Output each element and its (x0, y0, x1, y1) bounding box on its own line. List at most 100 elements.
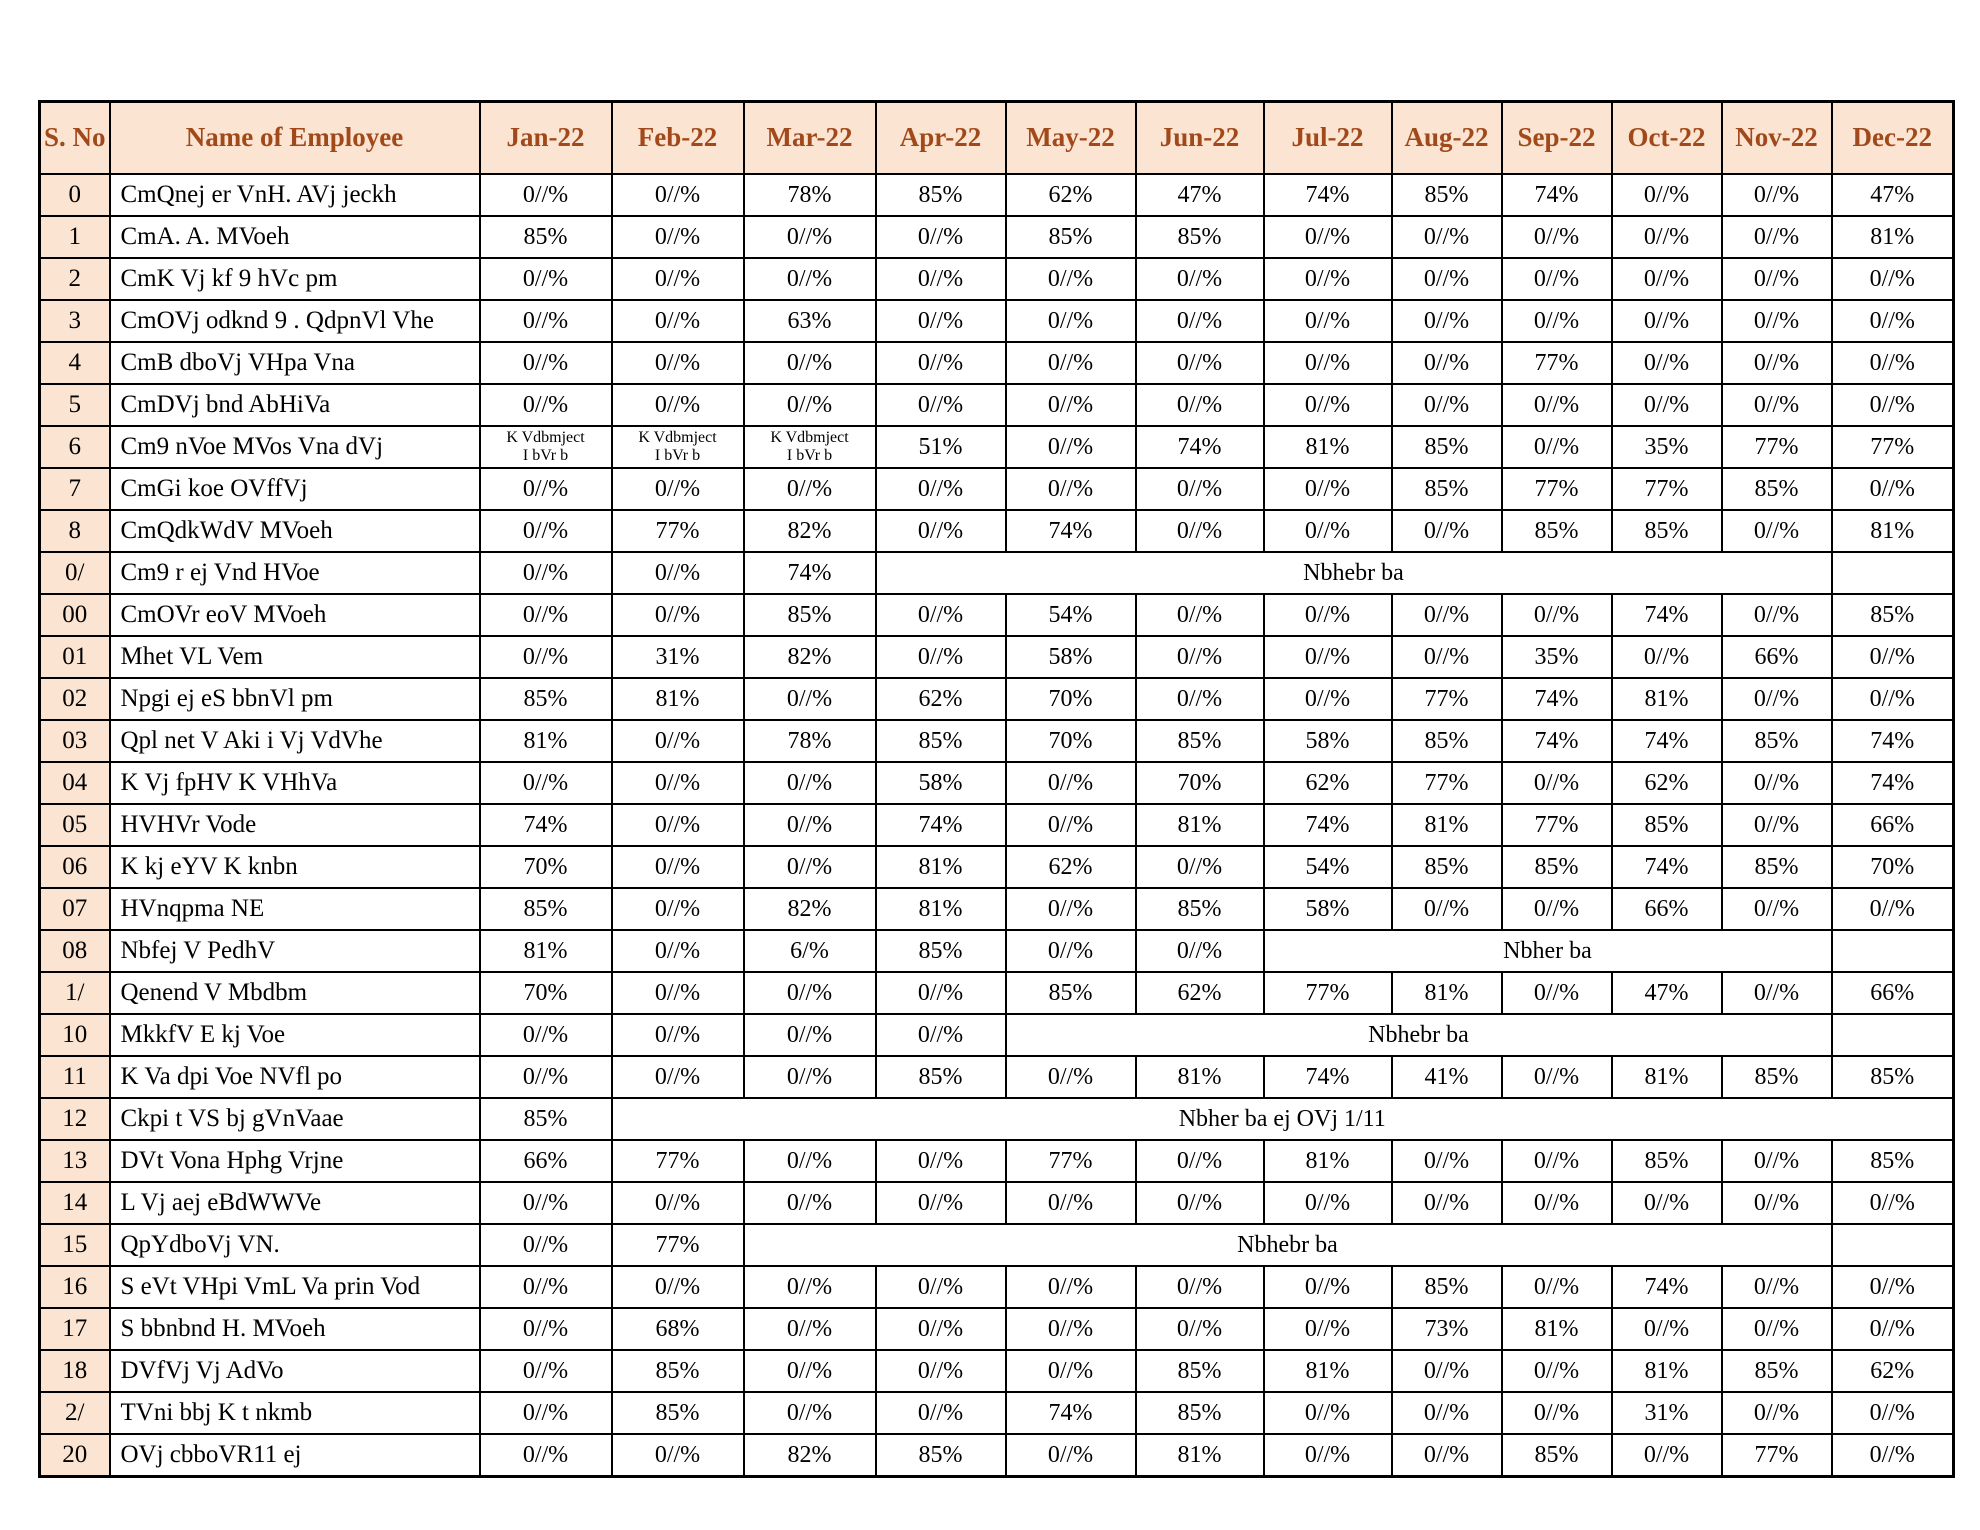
value-cell: 73% (1390, 1307, 1503, 1351)
sno-cell: 18 (38, 1349, 111, 1393)
value-cell: 63% (742, 299, 877, 343)
value-cell: 0//% (1262, 467, 1393, 511)
value-cell: 85% (1134, 215, 1265, 259)
column-header-10: Sep-22 (1500, 100, 1613, 175)
value-cell: 0//% (1610, 635, 1723, 679)
value-cell: 74% (1262, 1055, 1393, 1099)
value-cell: 62% (1262, 761, 1393, 805)
value-cell: 77% (1262, 971, 1393, 1015)
value-cell: 0//% (742, 1265, 877, 1309)
value-cell: 0//% (610, 1181, 745, 1225)
table-body: 0 CmQnej er VnH. AVj jeckh 0//% 0//% 78% 85% 6… (38, 173, 1955, 1478)
value-cell: 62% (1004, 173, 1137, 217)
employee-name-cell: Cm9 r ej Vnd HVoe (108, 551, 481, 595)
table-row: 07 HVnqpma NE 85% 0//% 82% 81% 0//% 85% 58% 0//% 0… (38, 887, 1955, 931)
value-cell: 85% (874, 173, 1007, 217)
value-cell: 85% (1720, 1349, 1833, 1393)
value-cell: 0//% (1610, 299, 1723, 343)
table-row: 04 K Vj fpHV K VHhVa 0//% 0//% 0//% 58% 0//% 70… (38, 761, 1955, 805)
value-cell: 0//% (478, 467, 613, 511)
value-cell: 0//% (1390, 215, 1503, 259)
value-cell: 0//% (874, 257, 1007, 301)
value-cell: 0//% (1262, 1181, 1393, 1225)
table-row: 16 S eVt VHpi VmL Va prin Vod 0//% 0//% 0//%… (38, 1265, 1955, 1309)
value-cell (1830, 1013, 1955, 1057)
column-header-11: Oct-22 (1610, 100, 1723, 175)
value-cell: 0//% (1720, 971, 1833, 1015)
value-cell: 0//% (1500, 299, 1613, 343)
value-cell: 0//% (478, 1181, 613, 1225)
table-row: 03 Qpl net V Aki i Vj VdVhe 81% 0//% 78% 85% 7… (38, 719, 1955, 763)
table-row: 08 Nbfej V PedhV 81% 0//% 6/% 85% 0//% 0//% Nbhe… (38, 929, 1955, 973)
employee-name-cell: CmB dboVj VHpa Vna (108, 341, 481, 385)
table-row: 00 CmOVr eoV MVoeh 0//% 0//% 85% 0//% 54% 0//% 0… (38, 593, 1955, 637)
value-cell: 81% (610, 677, 745, 721)
column-header-12: Nov-22 (1720, 100, 1833, 175)
value-cell: 0//% (1004, 1349, 1137, 1393)
value-cell: 0//% (1004, 341, 1137, 385)
value-cell: 47% (1610, 971, 1723, 1015)
value-cell: 85% (1720, 1055, 1833, 1099)
value-cell: 70% (1004, 719, 1137, 763)
value-cell: 81% (1262, 1139, 1393, 1183)
value-cell: 77% (1610, 467, 1723, 511)
value-cell: 0//% (1390, 509, 1503, 553)
employee-name-cell: S bbnbnd H. MVoeh (108, 1307, 481, 1351)
value-cell (1830, 551, 1955, 595)
value-cell: 0//% (742, 1307, 877, 1351)
attendance-table: S. No Name of Employee Jan-22 Feb-22 Mar-22 A… (38, 100, 1955, 1478)
value-cell: 0//% (1134, 593, 1265, 637)
value-cell: 0//% (874, 1139, 1007, 1183)
value-cell: 35% (1610, 425, 1723, 469)
sno-cell: 1/ (38, 971, 111, 1015)
table-row: 15 QpYdboVj VN. 0//% 77% Nbhebr ba (38, 1223, 1955, 1267)
value-cell: 0//% (874, 593, 1007, 637)
sno-cell: 17 (38, 1307, 111, 1351)
table-header: S. No Name of Employee Jan-22 Feb-22 Mar-22 A… (38, 100, 1955, 175)
value-cell: 0//% (1134, 467, 1265, 511)
value-cell: 70% (1004, 677, 1137, 721)
value-cell: 0//% (1134, 509, 1265, 553)
value-cell: 77% (610, 1139, 745, 1183)
merged-note-cell: Nbher ba ej OVj 1/11 (610, 1097, 1955, 1141)
value-cell: 0//% (1500, 1265, 1613, 1309)
value-cell: 0//% (610, 383, 745, 427)
value-cell: 0//% (1720, 509, 1833, 553)
value-cell: 31% (610, 635, 745, 679)
value-cell: 0//% (1830, 257, 1955, 301)
value-cell: 85% (1390, 1265, 1503, 1309)
value-cell: 0//% (1134, 257, 1265, 301)
value-cell: 0//% (610, 1265, 745, 1309)
value-cell: 77% (1500, 467, 1613, 511)
table-row: 0 CmQnej er VnH. AVj jeckh 0//% 0//% 78% 85% 6… (38, 173, 1955, 217)
value-cell: 0//% (1004, 887, 1137, 931)
value-cell: 77% (1720, 425, 1833, 469)
value-cell: 31% (1610, 1391, 1723, 1435)
sno-cell: 06 (38, 845, 111, 889)
value-cell: 0//% (1830, 1433, 1955, 1478)
table-row: 18 DVfVj Vj AdVo 0//% 85% 0//% 0//% 0//% 85% 81%… (38, 1349, 1955, 1393)
table-row: 0/Cm9 r ej Vnd HVoe 0//% 0//% 74% Nbhebr ba (38, 551, 1955, 595)
value-cell: 62% (1134, 971, 1265, 1015)
employee-name-cell: Ckpi t VS bj gVnVaae (108, 1097, 481, 1141)
value-cell: 74% (1610, 845, 1723, 889)
value-cell: 0//% (1390, 257, 1503, 301)
value-cell: 0//% (874, 635, 1007, 679)
column-header-0: S. No (38, 100, 111, 175)
sno-cell: 4 (38, 341, 111, 385)
value-cell: 0//% (1500, 761, 1613, 805)
value-cell: 0//% (1830, 299, 1955, 343)
column-header-8: Jul-22 (1262, 100, 1393, 175)
value-cell: 0//% (610, 299, 745, 343)
value-cell: 85% (1610, 509, 1723, 553)
value-cell: 0//% (1830, 1265, 1955, 1309)
value-cell: 85% (1830, 593, 1955, 637)
value-cell: 74% (478, 803, 613, 847)
value-cell: 0//% (1830, 635, 1955, 679)
value-cell: 0//% (1720, 1139, 1833, 1183)
value-cell: 0//% (742, 1013, 877, 1057)
value-cell: 0//% (1004, 1307, 1137, 1351)
value-cell: 0//% (610, 1055, 745, 1099)
value-cell: 0//% (1004, 425, 1137, 469)
value-cell: 0//% (478, 1223, 613, 1267)
